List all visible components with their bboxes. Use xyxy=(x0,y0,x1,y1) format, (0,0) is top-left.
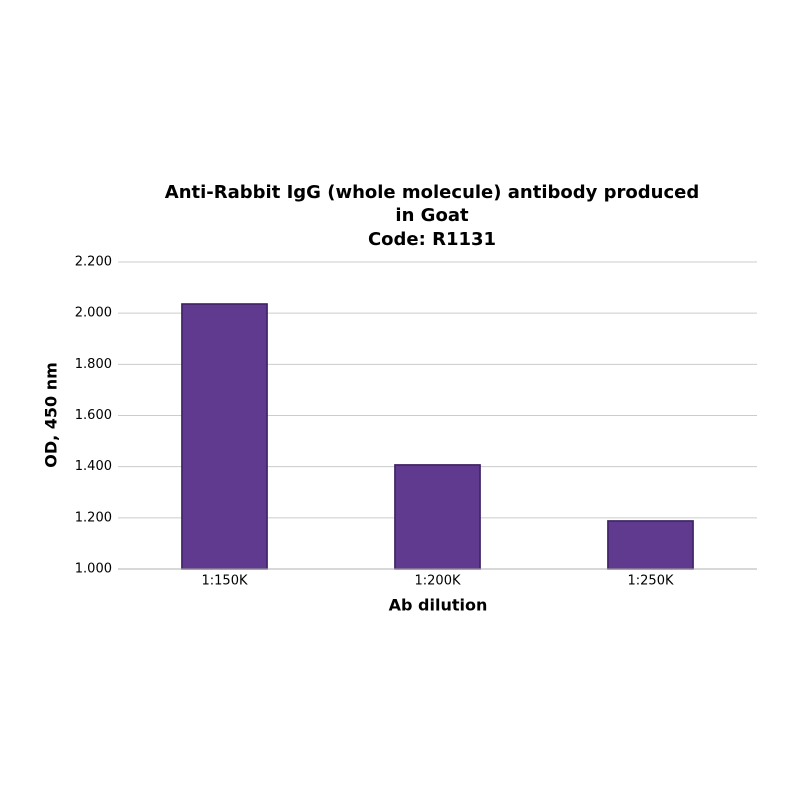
x-tick-label: 1:200K xyxy=(415,574,461,589)
y-tick-label: 1.200 xyxy=(75,510,112,525)
title-line: Code: R1131 xyxy=(368,229,496,250)
y-tick-label: 2.000 xyxy=(75,306,112,321)
y-tick-label: 2.200 xyxy=(75,255,112,270)
y-axis-title: OD, 450 nm xyxy=(42,362,61,468)
title-line: in Goat xyxy=(395,205,469,226)
x-tick-label: 1:150K xyxy=(202,574,248,589)
bar xyxy=(181,303,268,570)
bar xyxy=(394,464,481,570)
x-axis-title: Ab dilution xyxy=(389,596,488,615)
y-tick-label: 1.400 xyxy=(75,459,112,474)
y-tick-label: 1.800 xyxy=(75,357,112,372)
x-tick-label: 1:250K xyxy=(628,574,674,589)
y-tick-label: 1.600 xyxy=(75,408,112,423)
bar xyxy=(607,520,694,570)
title-line: Anti-Rabbit IgG (whole molecule) antibod… xyxy=(165,182,699,203)
chart-title: Anti-Rabbit IgG (whole molecule) antibod… xyxy=(165,182,699,250)
y-tick-label: 1.000 xyxy=(75,562,112,577)
